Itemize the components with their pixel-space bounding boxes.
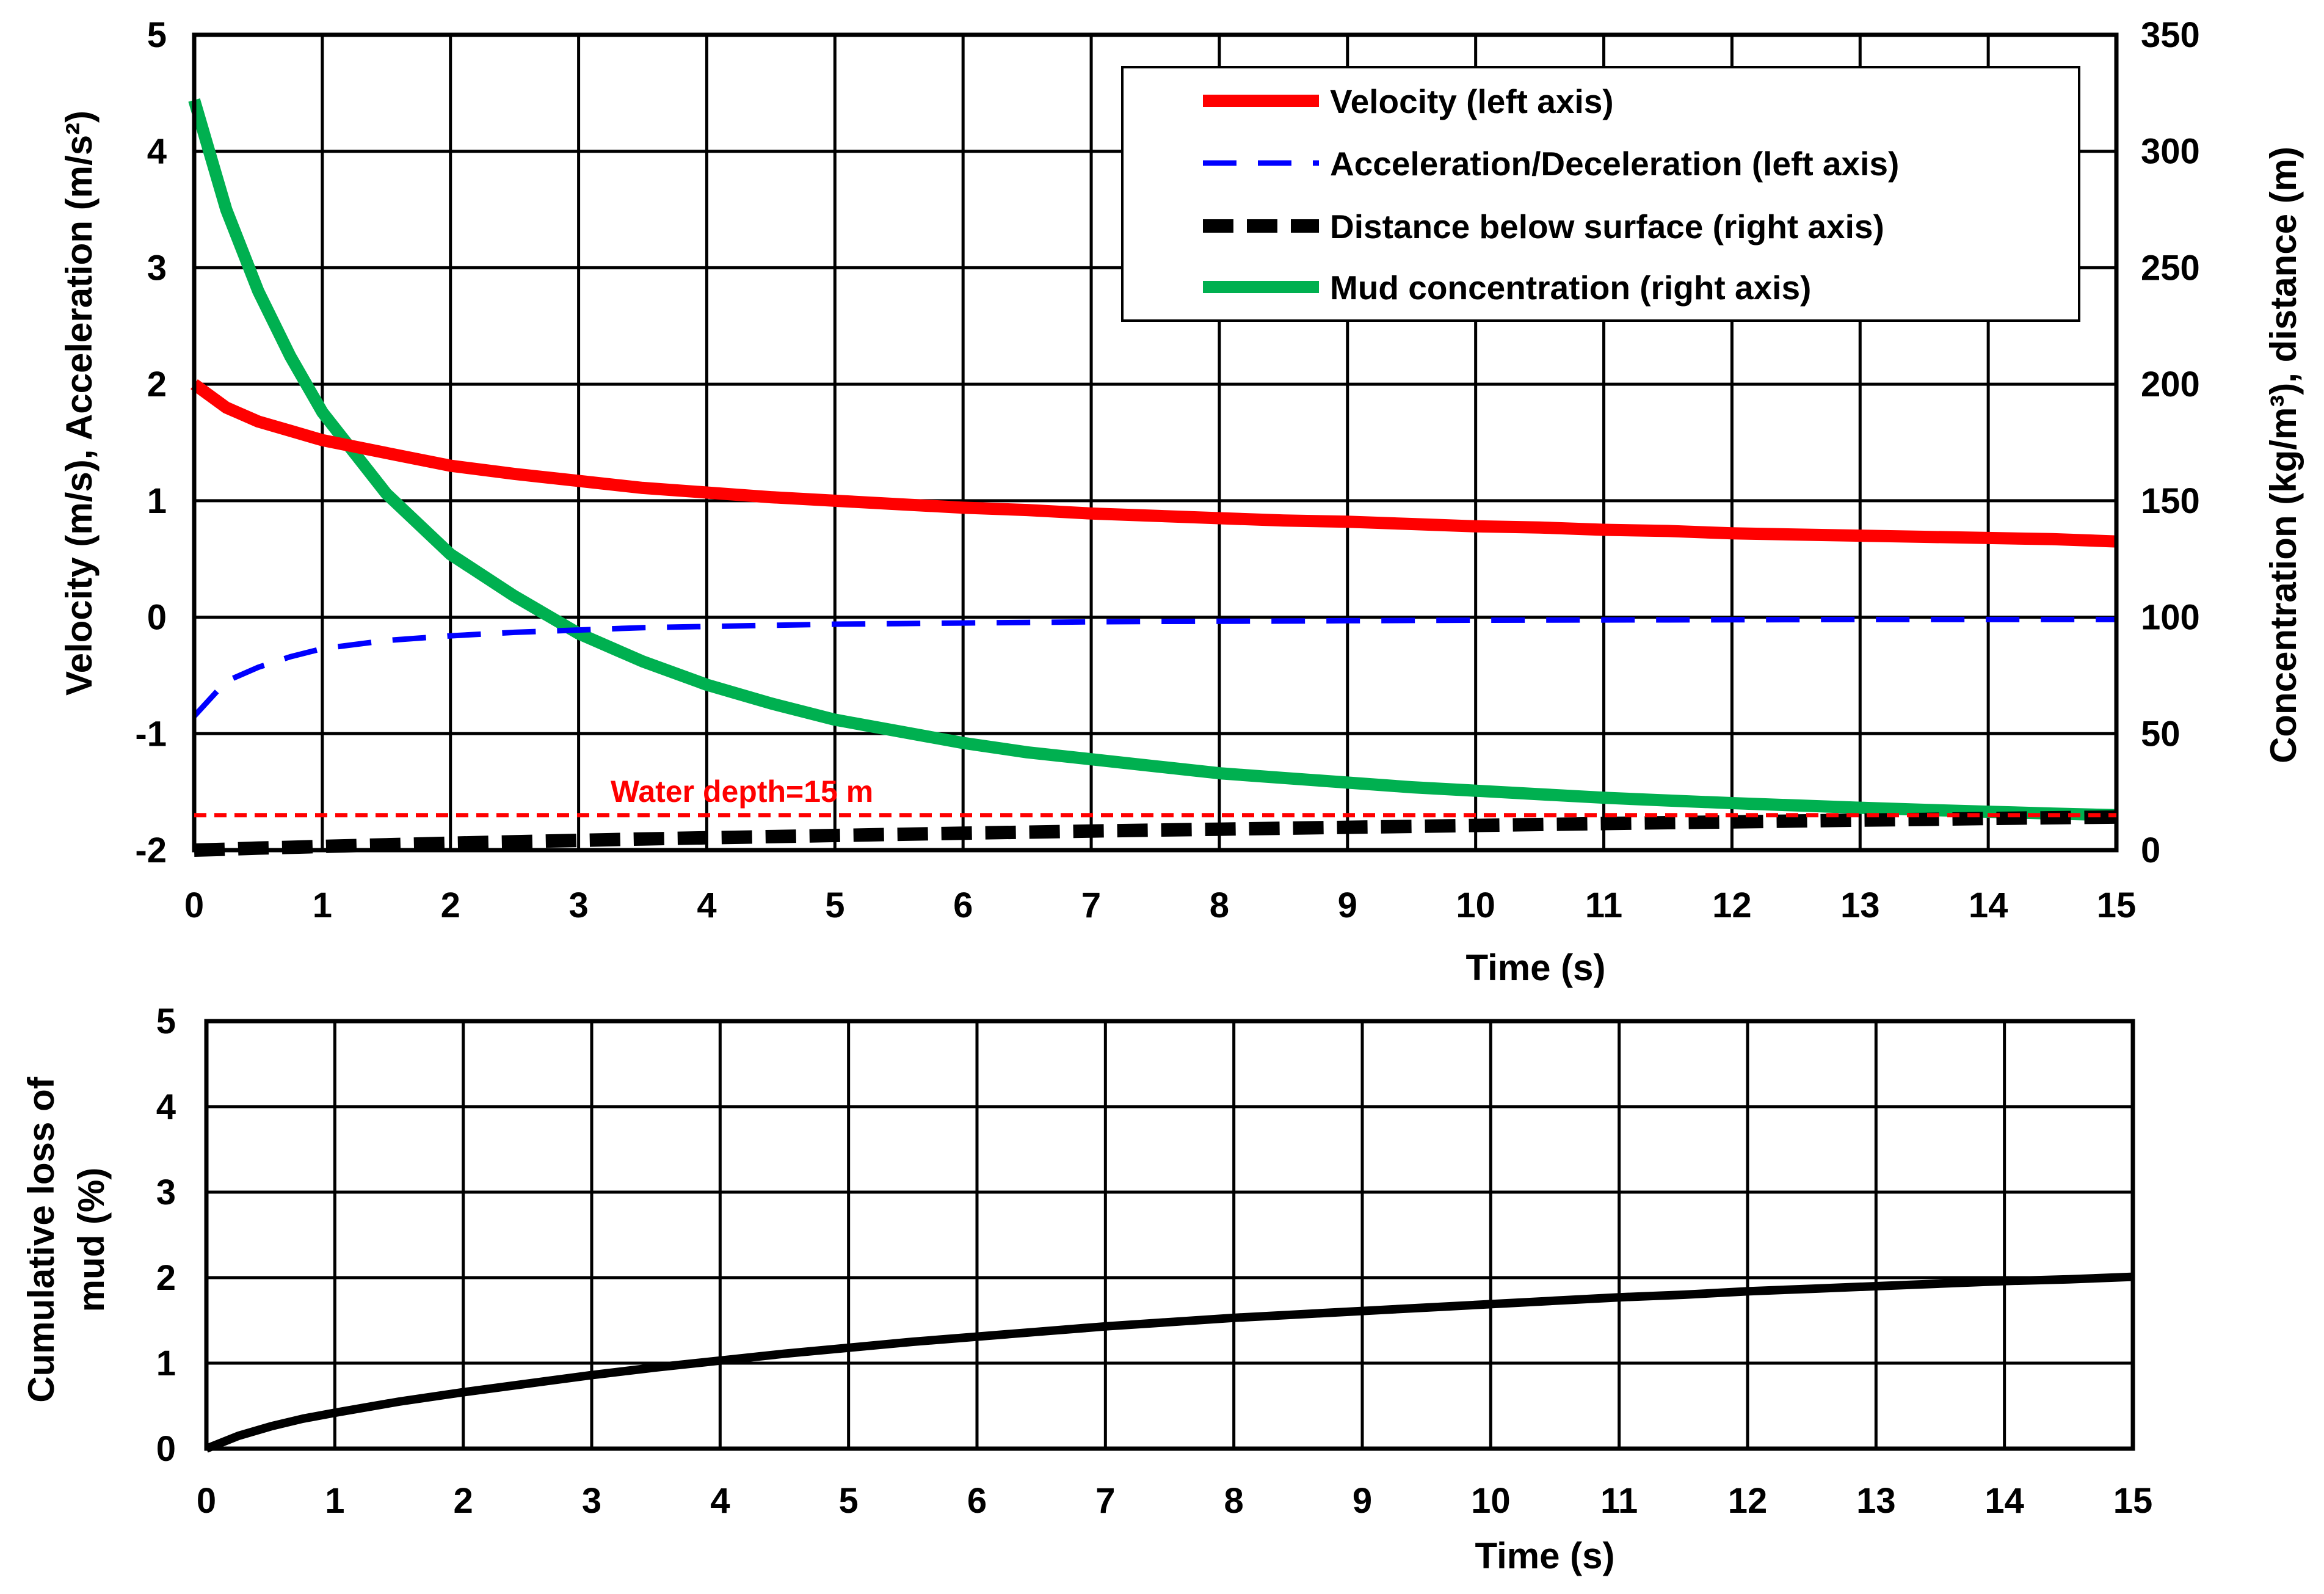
top-left-tick-label: 1 [147, 481, 167, 521]
series-distance-line [194, 810, 2117, 857]
top-right-tick-label: 150 [2141, 481, 2200, 521]
top-series-group [188, 98, 2117, 857]
series-cumulative-loss-line [205, 1272, 2133, 1453]
legend-label-acceleration: Acceleration/Deceleration (left axis) [1330, 145, 1899, 183]
bottom-y-tick-label: 4 [156, 1087, 176, 1127]
bottom-x-tick-label: 14 [1984, 1481, 2024, 1521]
top-x-tick-label: 13 [1840, 886, 1880, 925]
bottom-y-axis-title-line2: mud (%) [71, 1168, 112, 1312]
bottom-x-axis-title: Time (s) [1475, 1535, 1615, 1576]
legend-label-concentration: Mud concentration (right axis) [1330, 269, 1811, 307]
bottom-x-tick-label: 4 [710, 1481, 730, 1521]
top-left-tick-label: -2 [135, 831, 167, 870]
top-x-tick-label: 6 [953, 886, 973, 925]
top-left-tick-label: -1 [135, 714, 167, 754]
top-x-tick-label: 11 [1585, 886, 1622, 925]
top-right-tick-labels: 0 50 100 150 200 250 300 350 [2141, 15, 2200, 870]
bottom-y-tick-label: 3 [156, 1173, 176, 1212]
bottom-x-tick-label: 6 [967, 1481, 987, 1521]
bottom-x-tick-label: 7 [1095, 1481, 1115, 1521]
bottom-x-tick-label: 2 [454, 1481, 473, 1521]
top-x-tick-label: 14 [1969, 886, 2008, 925]
top-x-axis-title: Time (s) [1466, 947, 1606, 988]
top-x-tick-label: 15 [2097, 886, 2137, 925]
top-x-tick-label: 7 [1081, 886, 1101, 925]
water-depth-label: Water depth=15 m [611, 774, 873, 809]
series-mud-line [188, 98, 2117, 821]
bottom-x-tick-label: 9 [1353, 1481, 1372, 1521]
top-right-tick-label: 50 [2141, 714, 2181, 754]
top-x-tick-label: 4 [697, 886, 716, 925]
bottom-y-tick-label: 2 [156, 1258, 176, 1298]
top-x-tick-label: 9 [1338, 886, 1357, 925]
top-right-tick-label: 250 [2141, 248, 2200, 288]
top-x-tick-label: 1 [313, 886, 332, 925]
bottom-x-tick-label: 10 [1471, 1481, 1511, 1521]
top-left-tick-label: 4 [147, 132, 167, 172]
series-velocity-line [191, 379, 2117, 548]
top-right-tick-label: 0 [2141, 831, 2160, 870]
top-right-tick-label: 200 [2141, 365, 2200, 404]
bottom-y-axis-title-line1: Cumulative loss of [21, 1076, 62, 1402]
top-left-axis-title: Velocity (m/s), Acceleration (m/s²) [59, 111, 100, 696]
top-x-tick-label: 0 [184, 886, 204, 925]
top-left-tick-labels: -2 -1 0 1 2 3 4 5 [135, 15, 167, 870]
top-right-tick-label: 100 [2141, 598, 2200, 638]
top-x-tick-label: 8 [1210, 886, 1229, 925]
bottom-x-tick-label: 0 [197, 1481, 216, 1521]
bottom-y-tick-label: 1 [156, 1344, 176, 1383]
bottom-plot-frame [204, 1019, 2135, 1451]
legend-label-velocity: Velocity (left axis) [1330, 82, 1614, 120]
top-left-tick-label: 5 [147, 15, 167, 55]
top-left-tick-label: 0 [147, 598, 167, 638]
top-x-tick-label: 3 [568, 886, 588, 925]
bottom-x-tick-label: 8 [1224, 1481, 1244, 1521]
top-x-tick-labels: 0 1 2 3 4 5 6 7 8 9 10 11 12 13 14 15 [184, 886, 2136, 925]
top-legend: Velocity (left axis) Acceleration/Decele… [1121, 66, 2080, 322]
bottom-x-tick-label: 15 [2113, 1481, 2153, 1521]
top-x-tick-label: 10 [1456, 886, 1495, 925]
bottom-y-tick-label: 5 [156, 1002, 176, 1041]
bottom-x-tick-labels: 0 1 2 3 4 5 6 7 8 9 10 11 12 13 14 15 [197, 1481, 2152, 1521]
bottom-y-tick-label: 0 [156, 1429, 176, 1469]
bottom-series-group [205, 1272, 2133, 1453]
legend-label-distance: Distance below surface (right axis) [1330, 208, 1884, 246]
top-x-tick-label: 12 [1712, 886, 1752, 925]
bottom-x-tick-label: 5 [839, 1481, 859, 1521]
top-right-tick-label: 300 [2141, 132, 2200, 172]
top-x-tick-label: 5 [825, 886, 844, 925]
bottom-x-tick-label: 13 [1856, 1481, 1896, 1521]
bottom-x-tick-label: 11 [1600, 1481, 1638, 1521]
bottom-x-tick-label: 1 [325, 1481, 344, 1521]
top-x-tick-label: 2 [441, 886, 460, 925]
bottom-y-tick-labels: 0 1 2 3 4 5 [156, 1002, 176, 1469]
top-left-tick-label: 3 [147, 248, 167, 288]
bottom-x-tick-label: 12 [1728, 1481, 1768, 1521]
series-accelerationdeceleration-line [192, 616, 2116, 718]
top-right-tick-label: 350 [2141, 15, 2200, 55]
legend-box [1121, 66, 2080, 322]
top-right-axis-title: Concentration (kg/m³), distance (m) [2263, 147, 2304, 763]
top-plot-frame [192, 32, 2119, 853]
top-left-tick-label: 2 [147, 365, 167, 404]
bottom-x-tick-label: 3 [582, 1481, 601, 1521]
